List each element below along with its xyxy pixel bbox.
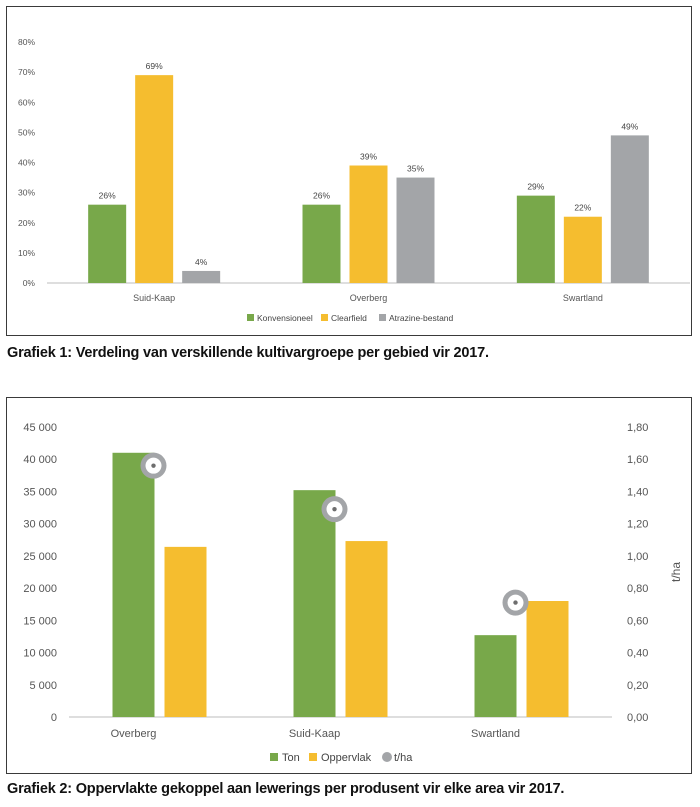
y-tick-label: 30%: [18, 188, 35, 198]
y-tick-label: 30 000: [23, 519, 57, 531]
y2-tick-label: 1,00: [627, 551, 648, 563]
chart-1-caption: Grafiek 1: Verdeling van verskillende ku…: [7, 345, 489, 361]
bar-oppervlak-overberg: [164, 546, 207, 717]
y-tick-label: 0: [51, 712, 57, 724]
bar-clearfield-swartland: [563, 216, 602, 283]
bar-atrazine-bestand-suid-kaap: [182, 270, 221, 283]
x-tick-label: Overberg: [111, 728, 157, 740]
x-tick-label: Swartland: [471, 728, 520, 740]
y-tick-label: 70%: [18, 67, 35, 77]
y-tick-label: 10%: [18, 248, 35, 258]
chart-1-svg: 0% 10% 20% 30% 40% 50% 60% 70% 80% 26% 69% 4% Suid-K…: [18, 37, 690, 323]
y-tick-label: 10 000: [23, 648, 57, 660]
data-label: 35%: [407, 164, 424, 174]
y2-tick-label: 0,80: [627, 583, 648, 595]
bar-atrazine-bestand-overberg: [396, 177, 435, 283]
chart-1-frame: 0% 10% 20% 30% 40% 50% 60% 70% 80% 26% 69% 4% Suid-K…: [6, 6, 692, 336]
data-label: 39%: [360, 152, 377, 162]
y2-tick-label: 1,20: [627, 519, 648, 531]
marker-dot: [332, 506, 337, 512]
y-tick-label: 0%: [23, 278, 36, 288]
y2-tick-label: 1,60: [627, 454, 648, 466]
bar-oppervlak-swartland: [526, 601, 569, 717]
bar-ton-overberg: [112, 452, 155, 717]
data-label: 49%: [621, 121, 638, 131]
bar-clearfield-suid-kaap: [135, 75, 174, 283]
legend-label: t/ha: [394, 752, 413, 764]
y-tick-label: 25 000: [23, 551, 57, 563]
y-tick-label: 80%: [18, 37, 35, 47]
legend-label: Atrazine-bestand: [389, 313, 454, 323]
y2-tick-label: 1,40: [627, 486, 648, 498]
marker-dot: [513, 600, 518, 605]
data-label: 22%: [574, 203, 591, 213]
x-tick-label: Suid-Kaap: [133, 293, 175, 303]
y-tick-label: 5 000: [29, 680, 57, 692]
y-tick-label: 20%: [18, 218, 35, 228]
legend-swatch: [270, 753, 278, 761]
legend-label: Clearfield: [331, 313, 367, 323]
y-tick-label: 35 000: [23, 486, 57, 498]
legend-swatch: [382, 752, 392, 762]
y-tick-label: 40 000: [23, 454, 57, 466]
data-label: 29%: [527, 182, 544, 192]
y2-tick-label: 0,00: [627, 712, 648, 724]
bar-oppervlak-suid-kaap: [345, 541, 388, 717]
bar-konvensioneel-swartland: [516, 195, 555, 283]
y-tick-label: 20 000: [23, 583, 57, 595]
data-label: 26%: [313, 191, 330, 201]
y2-tick-label: 0,60: [627, 615, 648, 627]
legend-swatch: [379, 314, 386, 321]
x-tick-label: Overberg: [350, 293, 388, 303]
legend-label: Oppervlak: [321, 752, 372, 764]
y2-tick-label: 0,20: [627, 680, 648, 692]
bar-konvensioneel-suid-kaap: [88, 204, 127, 283]
x-tick-label: Suid-Kaap: [289, 728, 340, 740]
y-tick-label: 40%: [18, 158, 35, 168]
bar-clearfield-overberg: [349, 165, 388, 283]
legend-swatch: [309, 753, 317, 761]
y-tick-label: 15 000: [23, 615, 57, 627]
y-tick-label: 50%: [18, 127, 35, 137]
data-label: 69%: [146, 61, 163, 71]
bar-konvensioneel-overberg: [302, 204, 341, 283]
data-label: 4%: [195, 257, 208, 267]
y2-tick-label: 0,40: [627, 648, 648, 660]
bar-ton-swartland: [474, 635, 517, 717]
x-tick-label: Swartland: [563, 293, 603, 303]
chart-2-svg: 0 5 000 10 000 15 000 20 000 25 000 30 000 35 0…: [23, 422, 683, 764]
y2-tick-label: 1,80: [627, 422, 648, 434]
chart-2-frame: 0 5 000 10 000 15 000 20 000 25 000 30 000 35 0…: [6, 397, 692, 774]
bar-atrazine-bestand-swartland: [610, 135, 649, 283]
legend-swatch: [321, 314, 328, 321]
y-tick-label: 60%: [18, 97, 35, 107]
legend-swatch: [247, 314, 254, 321]
legend-label: Konvensioneel: [257, 313, 313, 323]
marker-dot: [151, 463, 156, 468]
chart-2-caption: Grafiek 2: Oppervlakte gekoppel aan lewe…: [7, 781, 565, 797]
data-label: 26%: [99, 191, 116, 201]
bar-ton-suid-kaap: [293, 490, 336, 717]
legend-label: Ton: [282, 752, 300, 764]
y-tick-label: 45 000: [23, 422, 57, 434]
y2-axis-title: t/ha: [669, 562, 683, 582]
